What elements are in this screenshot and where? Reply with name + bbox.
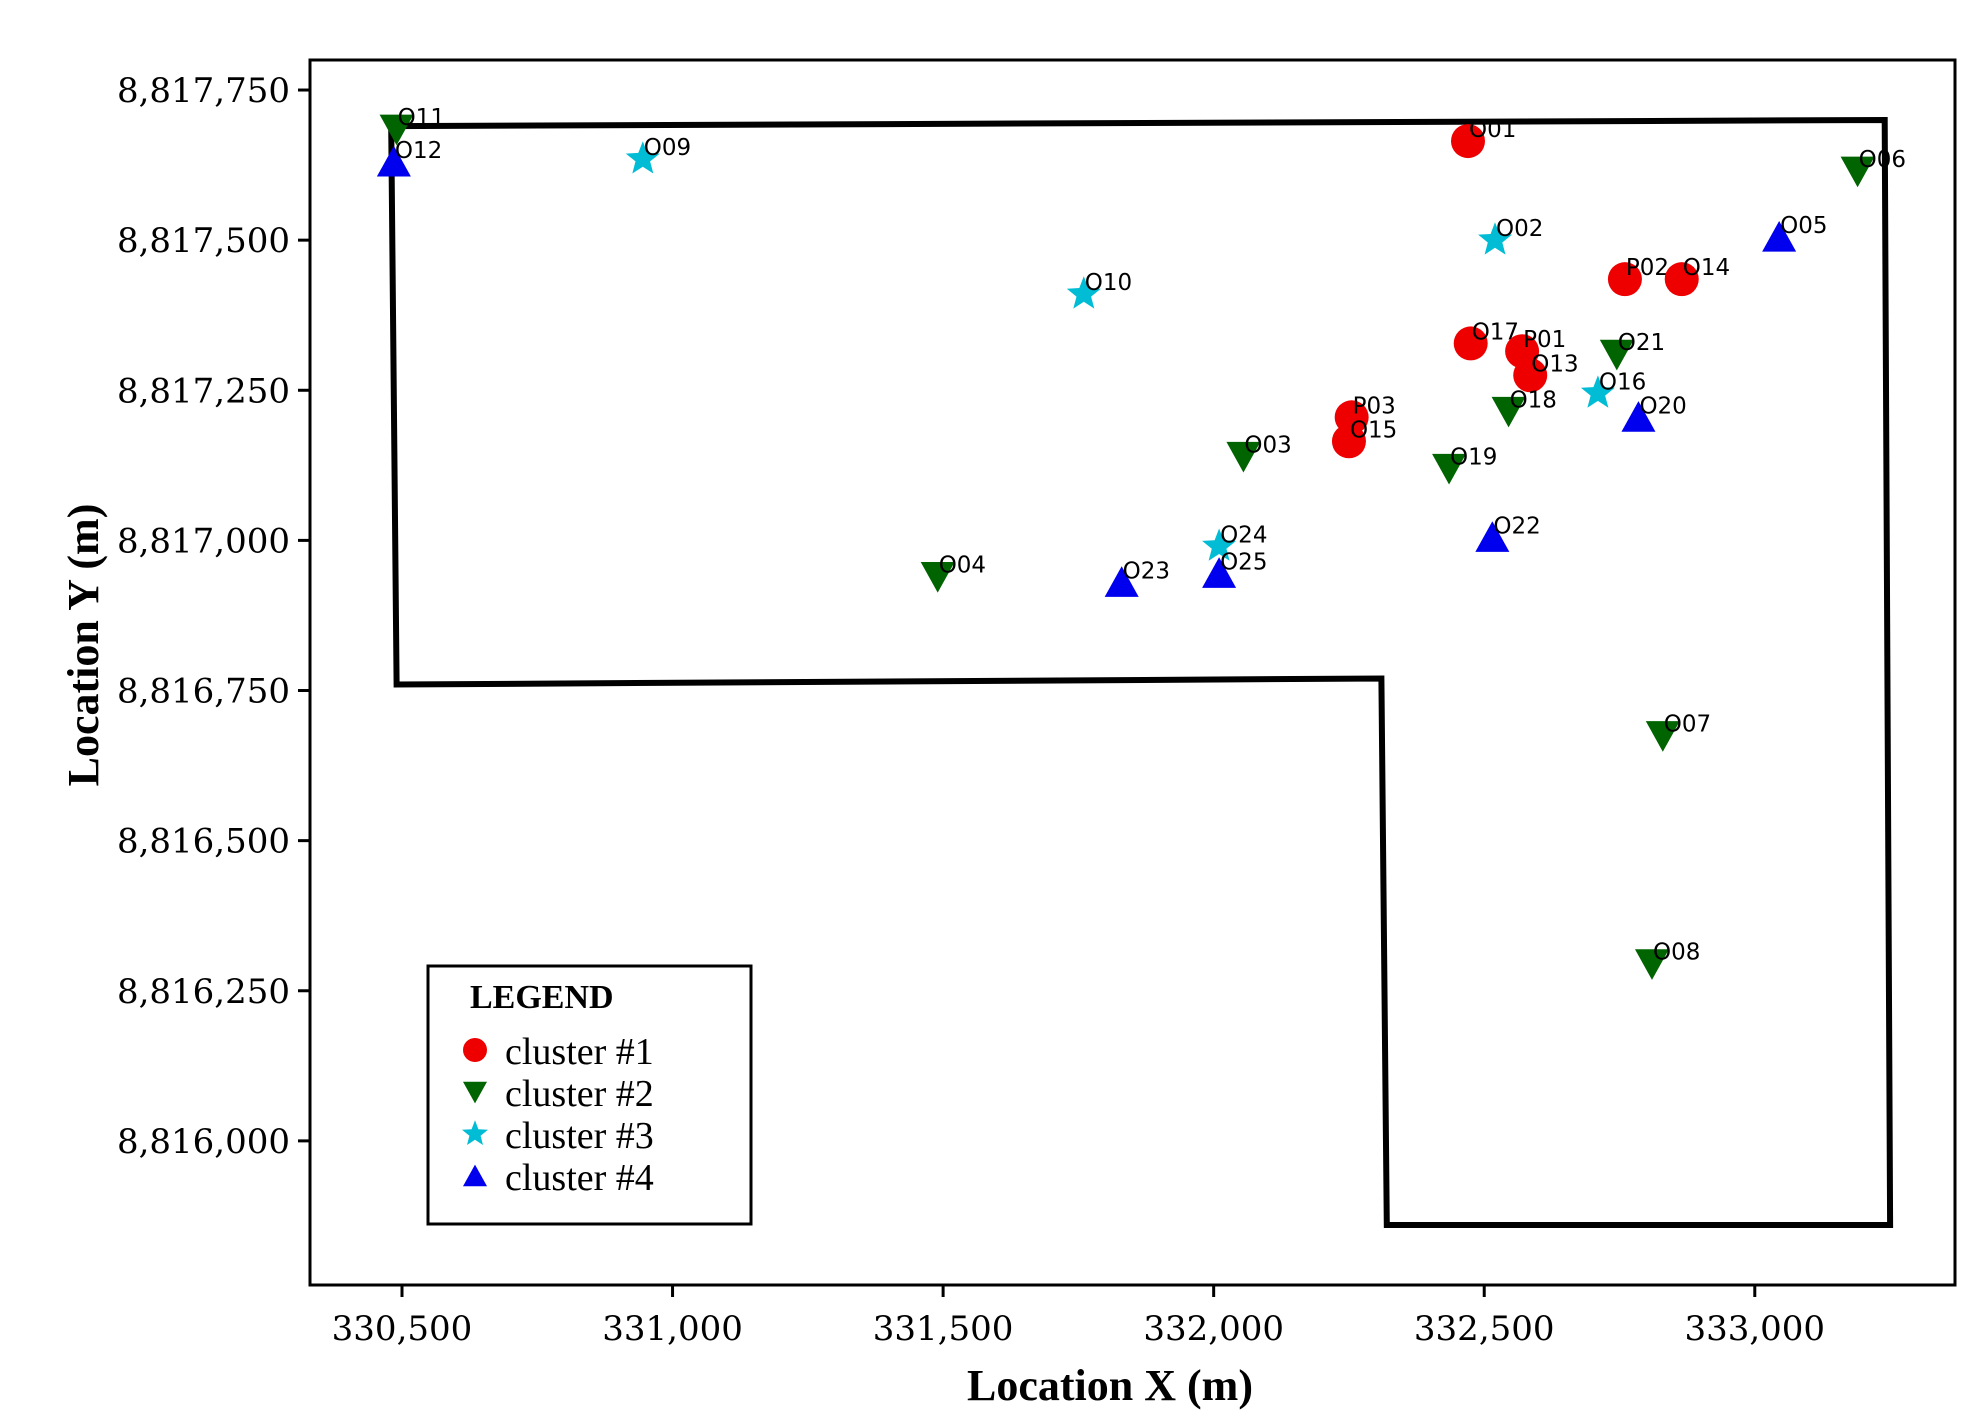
point-o18 [1491,396,1526,428]
point-o22 [1475,521,1510,552]
point-o03 [1226,441,1261,473]
point-o20 [1621,401,1656,432]
point-label: P02 [1626,255,1669,281]
point-o13 [1513,358,1548,393]
legend-marker-4 [463,1164,487,1187]
point-p02 [1607,262,1642,297]
point-label: O20 [1639,393,1686,419]
legend-title: LEGEND [470,979,614,1016]
legend-label: cluster #3 [505,1115,654,1157]
point-label: O02 [1496,216,1543,242]
point-o06 [1840,156,1875,188]
y-axis-title: Location Y (m) [59,504,108,787]
point-o08 [1634,949,1669,980]
x-tick-label: 332,000 [1143,1309,1284,1349]
point-o07 [1645,721,1680,752]
y-tick-label: 8,816,750 [117,672,290,712]
point-label: P01 [1523,327,1566,353]
legend-label: cluster #4 [505,1157,654,1199]
point-label: O19 [1450,444,1497,470]
y-tick-label: 8,817,750 [117,71,290,111]
point-label: O21 [1618,330,1665,356]
point-label: O13 [1531,351,1578,377]
point-o21 [1599,339,1634,371]
x-axis-title: Location X (m) [967,1361,1253,1410]
point-label: O15 [1350,417,1397,443]
point-label: O10 [1085,270,1132,296]
point-label: O22 [1493,513,1540,539]
point-label: O14 [1683,255,1730,281]
x-tick-label: 333,000 [1684,1309,1825,1349]
point-o09 [625,141,660,174]
series-3: O09 O02 O10 O16 O24 [625,135,1646,561]
point-o11 [379,114,414,146]
point-o17 [1453,326,1488,361]
point-o15 [1331,424,1366,459]
axis-ticks: 330,500 331,000 331,500 332,000 332,500 333,0… [117,71,1825,1349]
point-label: O05 [1780,213,1827,239]
point-label: O07 [1664,712,1711,738]
point-label: O06 [1859,147,1906,173]
y-tick-label: 8,817,000 [117,521,290,561]
point-label: O01 [1469,117,1516,143]
legend-marker-1 [463,1038,487,1062]
legend-marker-2 [463,1081,487,1104]
point-o02 [1478,222,1512,255]
point-o19 [1432,453,1467,485]
point-o25 [1202,557,1237,588]
plot-frame [308,58,1957,1287]
point-o24 [1202,528,1237,561]
point-o01 [1450,124,1485,159]
x-tick-label: 330,500 [332,1309,473,1349]
x-tick-label: 331,500 [873,1309,1014,1349]
legend-label: cluster #1 [505,1031,654,1073]
point-o05 [1762,220,1797,252]
point-label: O04 [939,552,986,578]
point-o10 [1066,276,1101,309]
legend-label: cluster #2 [505,1073,654,1115]
point-o14 [1664,262,1699,297]
y-tick-label: 8,817,500 [117,221,290,261]
point-label: P03 [1353,393,1396,419]
point-label: O24 [1220,522,1267,548]
y-tick-label: 8,816,500 [117,822,290,862]
series-4: O12 O05 O20 O22 O25 O23 [376,138,1828,597]
point-o12 [376,145,411,177]
y-tick-label: 8,817,250 [117,371,290,411]
point-label: O23 [1123,558,1170,584]
point-o04 [920,561,955,593]
point-label: O03 [1244,432,1291,458]
legend-marker-3 [462,1120,488,1145]
y-tick-label: 8,816,000 [117,1122,290,1162]
point-label: O09 [644,135,691,161]
point-o16 [1580,375,1615,408]
point-label: O11 [398,105,445,131]
site-boundary-outline [388,116,1894,1228]
point-label: O08 [1653,940,1700,966]
y-tick-label: 8,816,250 [117,972,290,1012]
x-tick-label: 331,000 [602,1309,743,1349]
point-label: O18 [1510,387,1557,413]
point-o23 [1104,566,1139,597]
series-2: O11 O06 O21 O18 O03 O19 O04 O07 O08 [379,105,1906,980]
point-label: O25 [1220,549,1267,575]
point-label: O12 [395,138,442,164]
point-label: O16 [1599,369,1646,395]
x-tick-label: 332,500 [1414,1309,1555,1349]
